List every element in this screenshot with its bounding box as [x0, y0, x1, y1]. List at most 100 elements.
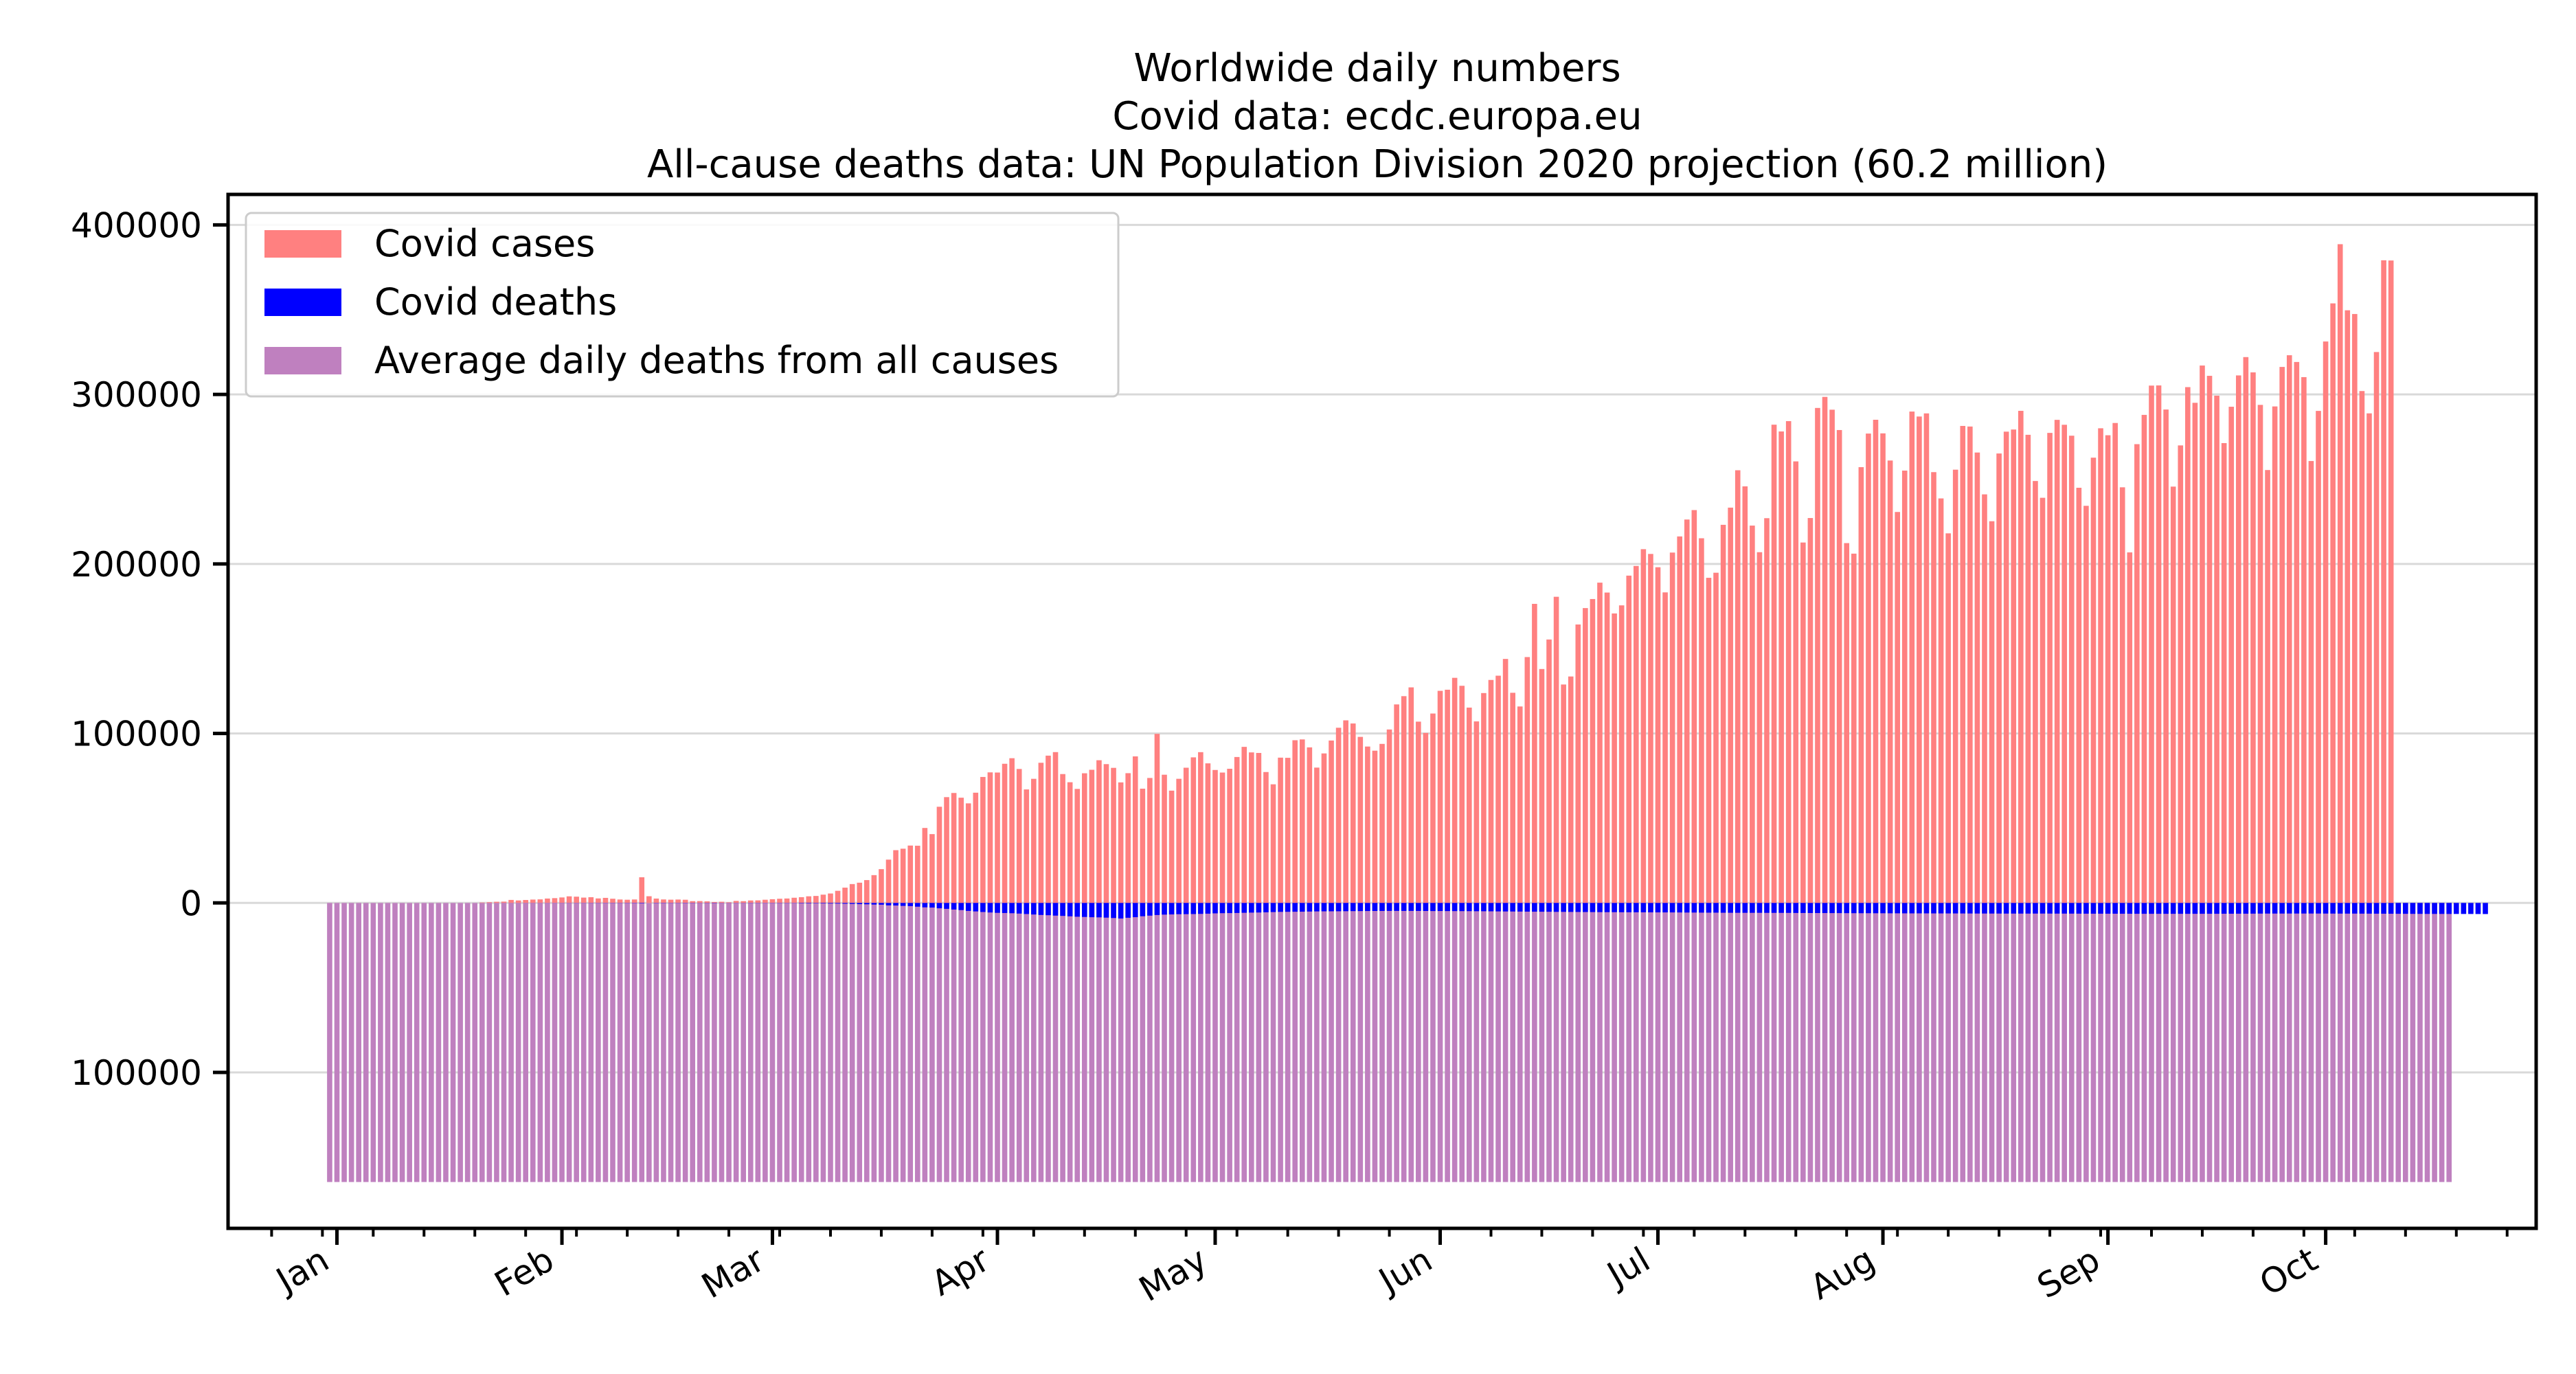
all-cause-deaths-bar — [1618, 903, 1625, 1182]
covid-cases-bar — [537, 899, 543, 903]
all-cause-deaths-bar — [1132, 903, 1138, 1182]
covid-cases-bar — [2200, 365, 2205, 903]
covid-deaths-bar — [995, 903, 1000, 913]
covid-deaths-bar — [1858, 903, 1864, 914]
all-cause-deaths-bar — [2381, 903, 2386, 1182]
covid-deaths-bar — [2395, 903, 2402, 914]
covid-cases-bar — [486, 902, 493, 903]
legend-item-covid-deaths: Covid deaths — [264, 280, 617, 324]
all-cause-deaths-bar — [980, 903, 986, 1182]
all-cause-deaths-bar — [2337, 903, 2343, 1182]
all-cause-deaths-bar — [1764, 903, 1770, 1182]
covid-deaths-bar — [1887, 903, 1893, 914]
covid-cases-bar — [1706, 578, 1712, 903]
all-cause-deaths-bar — [944, 903, 949, 1182]
covid-cases-bar — [1190, 757, 1197, 903]
covid-cases-bar — [806, 896, 812, 903]
covid-cases-bar — [1198, 752, 1204, 903]
covid-deaths-bar — [1524, 903, 1530, 912]
covid-deaths-bar — [1445, 903, 1450, 912]
covid-cases-bar — [1162, 774, 1167, 903]
covid-cases-bar — [1386, 729, 1392, 903]
all-cause-deaths-bar — [1408, 903, 1414, 1182]
covid-cases-bar — [580, 897, 587, 903]
all-cause-deaths-bar — [1357, 903, 1364, 1182]
covid-cases-bar — [1590, 598, 1596, 903]
all-cause-deaths-bar — [661, 903, 666, 1182]
covid-deaths-bar — [879, 903, 884, 905]
covid-cases-bar — [2054, 420, 2060, 903]
legend-item-covid-cases: Covid cases — [264, 222, 595, 265]
covid-deaths-bar — [1829, 903, 1835, 914]
covid-deaths-bar — [2323, 903, 2329, 914]
covid-cases-bar — [1982, 494, 1987, 903]
all-cause-deaths-bar — [596, 903, 601, 1182]
all-cause-deaths-bar — [1524, 903, 1530, 1182]
all-cause-deaths-bar — [820, 903, 826, 1182]
covid-deaths-bar — [1103, 903, 1109, 918]
covid-cases-bar — [2279, 367, 2285, 903]
covid-deaths-bar — [2185, 903, 2191, 914]
all-cause-deaths-bar — [1735, 903, 1741, 1182]
covid-deaths-bar — [2265, 903, 2270, 914]
all-cause-deaths-bar — [1553, 903, 1559, 1182]
covid-deaths-bar — [1089, 903, 1095, 918]
covid-deaths-bar — [1016, 903, 1022, 914]
all-cause-deaths-bar — [784, 903, 790, 1182]
covid-cases-bar — [1669, 552, 1675, 903]
all-cause-deaths-bar — [1052, 903, 1059, 1182]
all-cause-deaths-bar — [1793, 903, 1799, 1182]
covid-deaths-bar — [1996, 903, 2002, 914]
covid-cases-bar — [508, 899, 514, 903]
covid-deaths-bar — [1299, 903, 1305, 912]
covid-cases-bar — [1227, 769, 1232, 903]
x-tick-label: Apr — [925, 1239, 996, 1304]
all-cause-deaths-bar — [1502, 903, 1509, 1182]
all-cause-deaths-bar — [2178, 903, 2184, 1182]
all-cause-deaths-bar — [1343, 903, 1348, 1182]
all-cause-deaths-bar — [1329, 903, 1334, 1182]
covid-cases-bar — [639, 877, 645, 903]
covid-deaths-bars — [479, 903, 2488, 919]
covid-cases-bar — [1634, 565, 1639, 903]
covid-deaths-bar — [2243, 903, 2249, 914]
covid-cases-bar — [1372, 750, 1378, 903]
covid-cases-bar — [1553, 596, 1559, 903]
all-cause-deaths-bar — [1699, 903, 1704, 1182]
all-cause-deaths-bar — [1858, 903, 1864, 1182]
covid-cases-bar — [682, 899, 688, 903]
covid-cases-bar — [1357, 736, 1364, 903]
all-cause-deaths-bar — [1314, 903, 1320, 1182]
covid-deaths-bar — [1263, 903, 1269, 912]
covid-cases-bar — [1132, 756, 1138, 903]
covid-cases-bar — [1249, 752, 1254, 903]
covid-cases-bar — [1989, 521, 1995, 903]
covid-deaths-bar — [2061, 903, 2068, 914]
covid-deaths-bar — [951, 903, 957, 910]
all-cause-deaths-bar — [1437, 903, 1443, 1182]
covid-cases-bar — [1945, 533, 1951, 903]
covid-deaths-bar — [2403, 903, 2408, 914]
covid-cases-bar — [893, 850, 899, 903]
covid-deaths-bar — [1350, 903, 1356, 912]
covid-deaths-bar — [1401, 903, 1407, 911]
all-cause-deaths-bar — [399, 903, 405, 1182]
all-cause-deaths-bar — [1706, 903, 1712, 1182]
all-cause-deaths-bar — [479, 903, 485, 1182]
all-cause-deaths-bar — [1103, 903, 1109, 1182]
covid-deaths-bar — [1575, 903, 1581, 912]
x-tick-label: Oct — [2253, 1239, 2325, 1303]
covid-deaths-bar — [1945, 903, 1951, 914]
all-cause-deaths-bar — [1677, 903, 1683, 1182]
covid-cases-bar — [1539, 668, 1545, 903]
covid-cases-bar — [777, 899, 782, 903]
covid-deaths-bar — [1147, 903, 1153, 916]
covid-cases-bar — [2235, 375, 2241, 903]
covid-deaths-bar — [929, 903, 935, 908]
covid-cases-bar — [1168, 790, 1175, 903]
covid-deaths-bar — [1234, 903, 1240, 913]
all-cause-deaths-bar — [1111, 903, 1116, 1182]
all-cause-deaths-bar — [1575, 903, 1581, 1182]
covid-deaths-bar — [2228, 903, 2235, 914]
all-cause-deaths-bar — [1401, 903, 1407, 1182]
